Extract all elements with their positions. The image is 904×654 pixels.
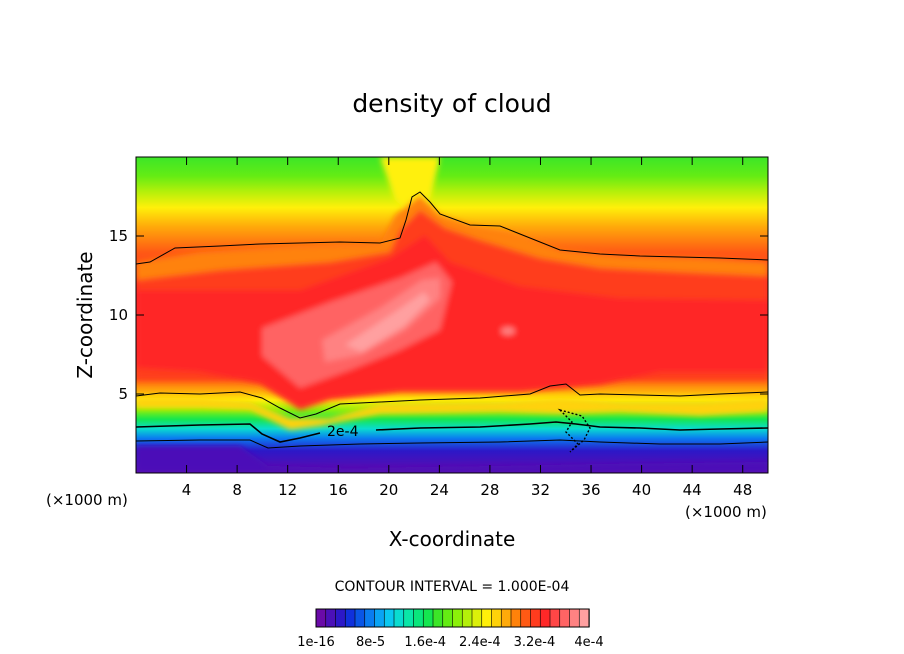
colorbar-tick-label: 1e-16 (297, 635, 335, 650)
colorbar-swatch (481, 608, 493, 628)
colorbar-swatch (364, 608, 376, 628)
colorbar-swatch (510, 608, 522, 628)
x-tick-label: 48 (733, 481, 752, 499)
contour-line-lower (136, 439, 768, 449)
chart-title: density of cloud (352, 89, 551, 118)
colorbar-swatch (452, 608, 463, 628)
contour-noise-cluster (557, 408, 591, 453)
contour-line-2e-4-left (136, 423, 321, 443)
colorbar-swatch (578, 608, 590, 628)
x-tick-label: 44 (683, 481, 702, 499)
colorbar-swatch (403, 608, 415, 628)
contour-field: 2e-4 (136, 157, 768, 473)
colorbar-swatch (315, 608, 327, 628)
contour-line-2e-4-right (375, 421, 768, 431)
colorbar-swatch (432, 608, 444, 628)
colorbar-swatch (549, 608, 561, 628)
colorbar-swatch (344, 608, 356, 628)
x-tick-label: 28 (480, 481, 499, 499)
y-tick-label: 5 (118, 385, 128, 403)
x-tick-label: 8 (232, 481, 242, 499)
x-tick-label: 32 (531, 481, 550, 499)
contour-line-upper (136, 191, 768, 265)
colorbar-swatch (471, 608, 483, 628)
colorbar-swatch (500, 608, 512, 628)
colorbar (315, 608, 590, 628)
colorbar-frame (315, 608, 590, 628)
y-tick-label: 15 (109, 227, 128, 245)
colorbar-tick-label: 4e-4 (574, 635, 603, 650)
colorbar-swatch (354, 608, 366, 628)
colorbar-swatch (422, 608, 434, 628)
y-axis-label: Z-coordinate (73, 251, 97, 378)
colorbar-tick-label: 1.6e-4 (404, 635, 446, 650)
contour-fill-purple-base (136, 446, 768, 473)
colorbar-swatch (559, 608, 571, 628)
contour-interval-label: CONTOUR INTERVAL = 1.000E-04 (335, 579, 570, 595)
colorbar-swatch (413, 608, 424, 628)
x-tick-label: 36 (581, 481, 600, 499)
colorbar-labels: 1e-16 8e-5 1.6e-4 2.4e-4 3.2e-4 4e-4 (297, 635, 603, 650)
x-unit-note-left: (×1000 m) (46, 491, 128, 509)
colorbar-tick-label: 2.4e-4 (459, 635, 501, 650)
colorbar-swatch (461, 608, 473, 628)
x-axis-ticks: 4 8 12 16 20 24 28 32 36 40 44 48 (182, 157, 752, 499)
colorbar-tick-label: 8e-5 (356, 635, 385, 650)
colorbar-swatch (393, 608, 405, 628)
x-tick-label: 40 (632, 481, 651, 499)
contour-fill-pink-spot (501, 327, 515, 335)
y-axis-ticks: 5 10 15 (109, 227, 768, 403)
x-tick-label: 12 (278, 481, 297, 499)
colorbar-swatch (491, 608, 502, 628)
contour-line-mid (136, 383, 768, 419)
colorbar-swatch (383, 608, 395, 628)
colorbar-swatch (335, 608, 346, 628)
contour-fill-palepink (345, 292, 430, 352)
x-tick-label: 20 (379, 481, 398, 499)
x-axis-label: X-coordinate (389, 527, 516, 551)
x-unit-note-right: (×1000 m) (685, 503, 767, 521)
colorbar-swatch (442, 608, 454, 628)
x-tick-label: 4 (182, 481, 192, 499)
colorbar-swatch (520, 608, 532, 628)
contour-line-label: 2e-4 (327, 424, 359, 440)
colorbar-swatch (374, 608, 385, 628)
colorbar-swatch (569, 608, 580, 628)
y-tick-label: 10 (109, 306, 128, 324)
colorbar-tick-label: 3.2e-4 (514, 635, 556, 650)
colorbar-swatch (539, 608, 551, 628)
x-tick-label: 24 (430, 481, 449, 499)
colorbar-swatch (530, 608, 541, 628)
contour-fill-yellow-low (136, 398, 768, 430)
colorbar-swatch (325, 608, 337, 628)
x-tick-label: 16 (329, 481, 348, 499)
